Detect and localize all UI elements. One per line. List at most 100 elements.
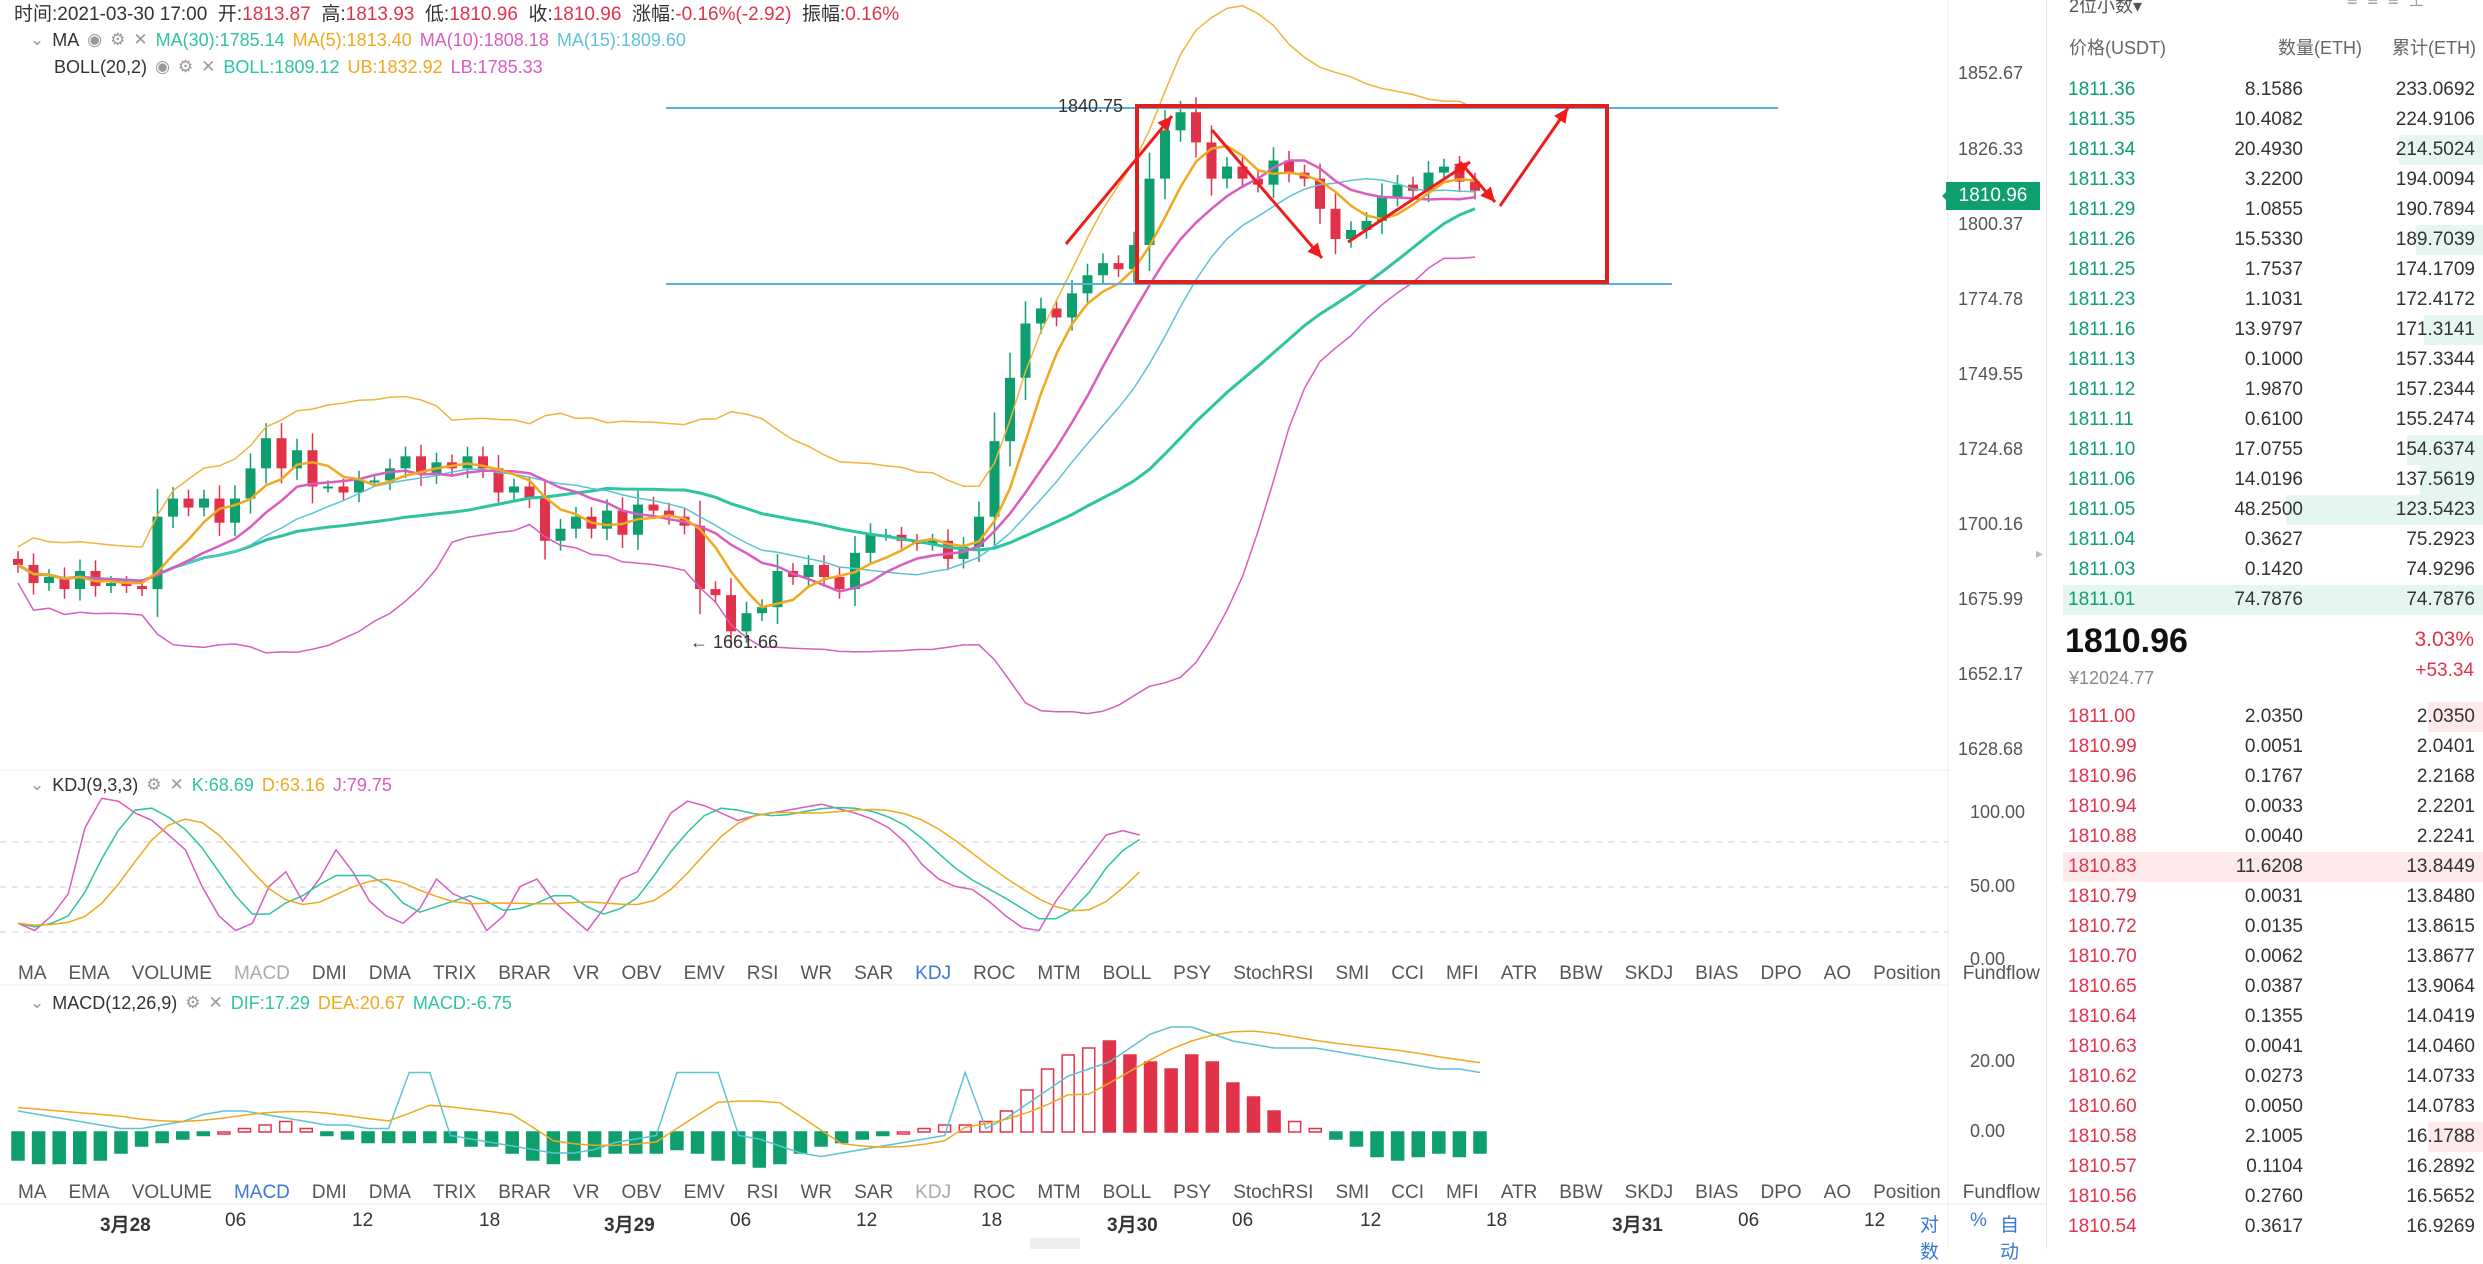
collapse-chevron-icon[interactable]: ⌄ (30, 30, 45, 49)
orderbook-row[interactable]: 1810.99 0.0051 2.0401 (2046, 732, 2483, 762)
tab-macd[interactable]: MACD (233, 963, 290, 984)
orderbook-row[interactable]: 1811.23 1.1031 172.4172 (2046, 285, 2483, 315)
orderbook-row[interactable]: 1810.70 0.0062 13.8677 (2046, 942, 2483, 972)
orderbook-row[interactable]: 1811.36 8.1586 233.0692 (2046, 75, 2483, 105)
tab-trix[interactable]: TRIX (432, 963, 477, 984)
tab-dmi[interactable]: DMI (311, 963, 347, 984)
orderbook-row[interactable]: 1810.94 0.0033 2.2201 (2046, 792, 2483, 822)
orderbook-row[interactable]: 1810.57 0.1104 16.2892 (2046, 1152, 2483, 1182)
tab-bbw[interactable]: BBW (1559, 1182, 1603, 1203)
tab-brar[interactable]: BRAR (498, 963, 552, 984)
tab-dpo[interactable]: DPO (1760, 1182, 1802, 1203)
chart-canvas[interactable] (0, 0, 2046, 1249)
tab-fundflow[interactable]: Fundflow (1962, 963, 2040, 984)
orderbook-row[interactable]: 1810.79 0.0031 13.8480 (2046, 882, 2483, 912)
tab-psy[interactable]: PSY (1173, 963, 1212, 984)
pane-resize-handle[interactable] (1030, 1238, 1080, 1249)
tab-macd[interactable]: MACD (233, 1182, 290, 1203)
tab-ma[interactable]: MA (18, 963, 47, 984)
orderbook-row[interactable]: 1810.88 0.0040 2.2241 (2046, 822, 2483, 852)
orderbook-row[interactable]: 1811.12 1.9870 157.2344 (2046, 375, 2483, 405)
orderbook-row[interactable]: 1811.26 15.5330 189.7039 (2046, 225, 2483, 255)
collapse-chevron-icon[interactable]: ⌄ (30, 993, 45, 1012)
eye-icon[interactable]: ◉ (155, 57, 170, 76)
orderbook-row[interactable]: 1810.72 0.0135 13.8615 (2046, 912, 2483, 942)
orderbook-row[interactable]: 1811.13 0.1000 157.3344 (2046, 345, 2483, 375)
collapse-chevron-icon[interactable]: ⌄ (30, 775, 45, 794)
tab-rsi[interactable]: RSI (746, 1182, 779, 1203)
close-icon[interactable]: ✕ (133, 30, 148, 49)
tab-skdj[interactable]: SKDJ (1624, 963, 1674, 984)
tab-position[interactable]: Position (1873, 1182, 1941, 1203)
tab-smi[interactable]: SMI (1335, 963, 1370, 984)
orderbook-row[interactable]: 1811.06 14.0196 137.5619 (2046, 465, 2483, 495)
tab-dma[interactable]: DMA (368, 963, 411, 984)
settings-icon[interactable]: ⚙ (177, 57, 194, 76)
eye-icon[interactable]: ◉ (87, 30, 103, 49)
tab-emv[interactable]: EMV (683, 963, 725, 984)
settings-icon[interactable]: ⚙ (146, 775, 162, 794)
tab-volume[interactable]: VOLUME (131, 963, 212, 984)
tab-mfi[interactable]: MFI (1445, 963, 1479, 984)
tab-ao[interactable]: AO (1823, 1182, 1852, 1203)
orderbook-row[interactable]: 1811.10 17.0755 154.6374 (2046, 435, 2483, 465)
close-icon[interactable]: ✕ (169, 775, 184, 794)
settings-icon[interactable]: ⚙ (110, 30, 126, 49)
orderbook-row[interactable]: 1811.29 1.0855 190.7894 (2046, 195, 2483, 225)
tab-mfi[interactable]: MFI (1445, 1182, 1479, 1203)
tab-mtm[interactable]: MTM (1037, 1182, 1081, 1203)
orderbook-row[interactable]: 1811.04 0.3627 75.2923 (2046, 525, 2483, 555)
orderbook-row[interactable]: 1811.03 0.1420 74.9296 (2046, 555, 2483, 585)
tab-roc[interactable]: ROC (973, 963, 1016, 984)
tab-mtm[interactable]: MTM (1037, 963, 1081, 984)
tab-ao[interactable]: AO (1823, 963, 1852, 984)
tab-obv[interactable]: OBV (621, 1182, 662, 1203)
orderbook-row[interactable]: 1811.35 10.4082 224.9106 (2046, 105, 2483, 135)
tab-dpo[interactable]: DPO (1760, 963, 1802, 984)
tab-roc[interactable]: ROC (973, 1182, 1016, 1203)
orderbook-row[interactable]: 1810.58 2.1005 16.1788 (2046, 1122, 2483, 1152)
orderbook-row[interactable]: 1811.05 48.2500 123.5423 (2046, 495, 2483, 525)
tab-kdj[interactable]: KDJ (915, 963, 952, 984)
orderbook-row[interactable]: 1810.56 0.2760 16.5652 (2046, 1182, 2483, 1212)
tab-trix[interactable]: TRIX (432, 1182, 477, 1203)
log-scale-toggle[interactable]: 对数 (1920, 1215, 1940, 1263)
settings-icon[interactable]: ⚙ (185, 993, 201, 1012)
orderbook-row[interactable]: 1811.16 13.9797 171.3141 (2046, 315, 2483, 345)
view-mode-icons[interactable]: ≡≡≡⊥ (2347, 0, 2435, 10)
tab-fundflow[interactable]: Fundflow (1962, 1182, 2040, 1203)
close-icon[interactable]: ✕ (208, 993, 223, 1012)
precision-select[interactable]: 2位小数▾ (2069, 0, 2142, 18)
tab-obv[interactable]: OBV (621, 963, 662, 984)
tab-rsi[interactable]: RSI (746, 963, 779, 984)
tab-ma[interactable]: MA (18, 1182, 47, 1203)
tab-sar[interactable]: SAR (854, 963, 894, 984)
orderbook-row[interactable]: 1810.60 0.0050 14.0783 (2046, 1092, 2483, 1122)
auto-scale-toggle[interactable]: 自动 (2000, 1215, 2020, 1263)
tab-boll[interactable]: BOLL (1102, 963, 1152, 984)
orderbook-row[interactable]: 1810.63 0.0041 14.0460 (2046, 1032, 2483, 1062)
orderbook-row[interactable]: 1810.62 0.0273 14.0733 (2046, 1062, 2483, 1092)
tab-dmi[interactable]: DMI (311, 1182, 347, 1203)
tab-sar[interactable]: SAR (854, 1182, 894, 1203)
tab-position[interactable]: Position (1873, 963, 1941, 984)
tab-cci[interactable]: CCI (1391, 1182, 1424, 1203)
orderbook-row[interactable]: 1810.83 11.6208 13.8449 (2046, 852, 2483, 882)
tab-psy[interactable]: PSY (1173, 1182, 1212, 1203)
tab-brar[interactable]: BRAR (498, 1182, 552, 1203)
tab-wr[interactable]: WR (800, 1182, 833, 1203)
collapse-panel-arrow-icon[interactable]: ▸ (2036, 545, 2044, 561)
tab-boll[interactable]: BOLL (1102, 1182, 1152, 1203)
tab-atr[interactable]: ATR (1500, 1182, 1538, 1203)
orderbook-row[interactable]: 1811.01 74.7876 74.7876 (2046, 585, 2483, 615)
orderbook-row[interactable]: 1810.96 0.1767 2.2168 (2046, 762, 2483, 792)
orderbook-row[interactable]: 1810.54 0.3617 16.9269 (2046, 1212, 2483, 1242)
tab-vr[interactable]: VR (573, 1182, 600, 1203)
orderbook-row[interactable]: 1811.33 3.2200 194.0094 (2046, 165, 2483, 195)
tab-bias[interactable]: BIAS (1695, 1182, 1739, 1203)
tab-smi[interactable]: SMI (1335, 1182, 1370, 1203)
tab-skdj[interactable]: SKDJ (1624, 1182, 1674, 1203)
tab-dma[interactable]: DMA (368, 1182, 411, 1203)
orderbook-row[interactable]: 1811.00 2.0350 2.0350 (2046, 702, 2483, 732)
percent-scale-toggle[interactable]: % (1970, 1210, 1987, 1231)
